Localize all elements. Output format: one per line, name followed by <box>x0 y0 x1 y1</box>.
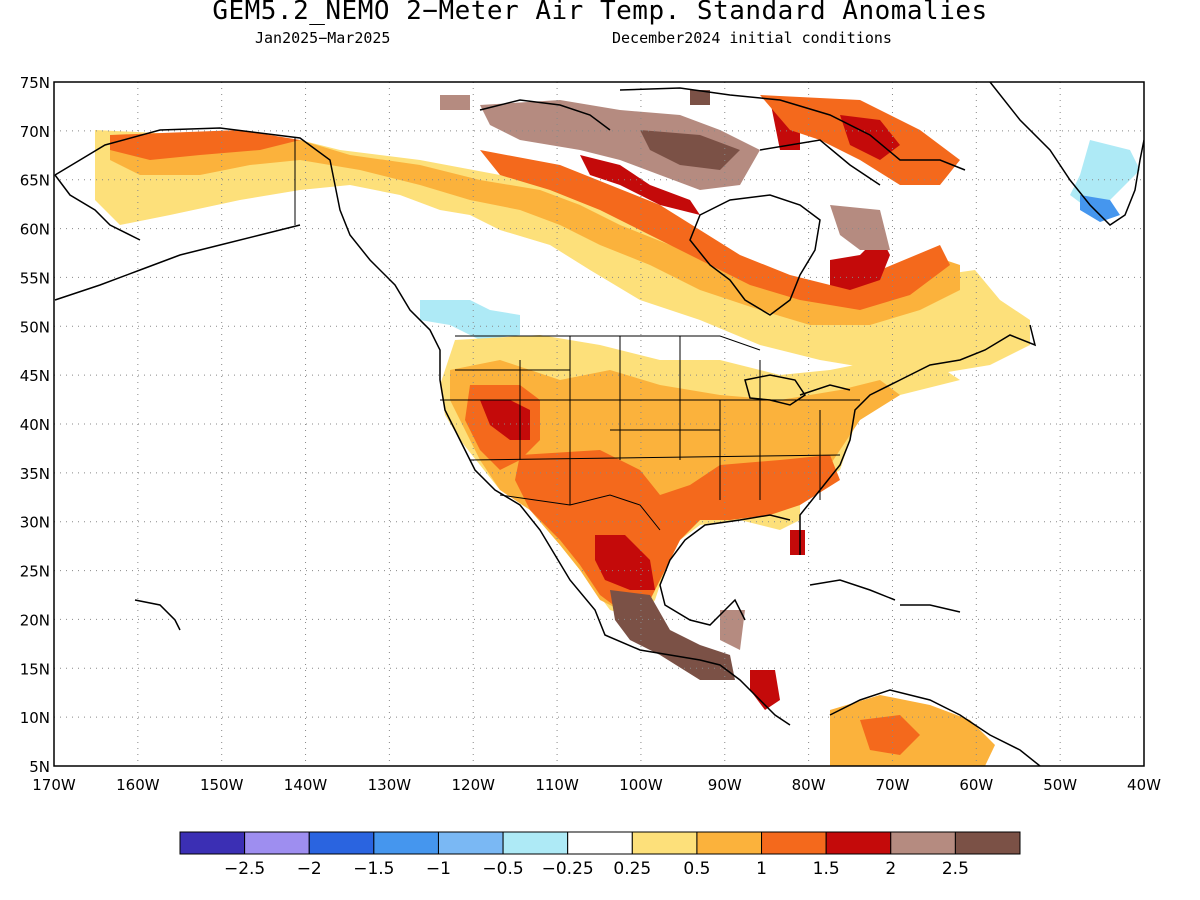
legend-swatch <box>502 831 569 855</box>
lat-label: 15N <box>20 660 50 678</box>
lon-label: 50W <box>1043 776 1077 794</box>
initial-conditions: December2024 initial conditions <box>612 29 892 47</box>
lat-label: 35N <box>20 465 50 483</box>
lat-label: 60N <box>20 221 50 239</box>
coastlines <box>54 82 1144 766</box>
legend-swatch <box>631 831 698 855</box>
lat-label: 75N <box>20 74 50 92</box>
lat-label: 50N <box>20 318 50 336</box>
lon-label: 120W <box>451 776 495 794</box>
lat-label: 25N <box>20 563 50 581</box>
legend-label: 1.5 <box>813 859 840 879</box>
map-title: GEM5.2_NEMO 2−Meter Air Temp. Standard A… <box>212 0 988 26</box>
lat-label: 55N <box>20 269 50 287</box>
legend-swatch <box>890 831 956 855</box>
legend-swatch <box>437 831 504 855</box>
longitude-labels: 170W 160W 150W 140W 130W 120W 110W 100W 90W 80W 70… <box>32 776 1161 794</box>
legend-label: −0.5 <box>482 859 523 879</box>
legend-swatch <box>308 831 375 855</box>
legend-label: −1 <box>426 859 451 879</box>
legend-swatch <box>825 831 892 855</box>
lat-label: 40N <box>20 416 50 434</box>
legend-label: 0.25 <box>613 859 651 879</box>
lon-label: 140W <box>284 776 328 794</box>
lon-label: 80W <box>792 776 826 794</box>
legend-label: 0.5 <box>683 859 710 879</box>
lon-label: 90W <box>708 776 742 794</box>
legend-swatch <box>179 831 246 855</box>
lon-label: 100W <box>619 776 663 794</box>
plot-frame <box>53 81 1145 767</box>
lat-label: 70N <box>20 123 50 141</box>
legend-label: −2 <box>297 859 322 879</box>
political-boundaries <box>294 138 860 531</box>
lat-label: 20N <box>20 611 50 629</box>
graticule <box>54 82 1144 766</box>
lat-label: 65N <box>20 172 50 190</box>
lon-label: 40W <box>1127 776 1161 794</box>
legend-label: −0.25 <box>542 859 594 879</box>
lon-label: 170W <box>32 776 76 794</box>
lon-label: 130W <box>368 776 412 794</box>
lon-label: 60W <box>959 776 993 794</box>
lat-label: 10N <box>20 709 50 727</box>
lat-label: 5N <box>29 758 50 776</box>
lon-label: 70W <box>876 776 910 794</box>
lat-label: 30N <box>20 514 50 532</box>
legend-swatch <box>244 831 310 855</box>
legend-swatch <box>567 831 633 855</box>
legend-swatch <box>954 831 1021 855</box>
legend-swatch <box>761 831 827 855</box>
lat-label: 45N <box>20 367 50 385</box>
lon-label: 110W <box>535 776 579 794</box>
anomaly-shading <box>95 90 1140 766</box>
legend-label: 2.5 <box>942 859 969 879</box>
forecast-period: Jan2025−Mar2025 <box>255 29 391 47</box>
lon-label: 150W <box>200 776 244 794</box>
legend-swatch <box>696 831 763 855</box>
latitude-labels: 75N 70N 65N 60N 55N 50N 45N 40N 35N 30N 25N 20N 15N 1… <box>20 74 50 776</box>
lon-label: 160W <box>116 776 160 794</box>
color-legend: −2.5 −2 −1.5 −1 −0.5 −0.25 0.25 0.5 1 1.5 2 2.5 <box>179 831 1021 879</box>
legend-label: −1.5 <box>353 859 394 879</box>
legend-label: 1 <box>756 859 767 879</box>
legend-label: 2 <box>885 859 896 879</box>
legend-label: −2.5 <box>224 859 265 879</box>
legend-swatch <box>373 831 439 855</box>
